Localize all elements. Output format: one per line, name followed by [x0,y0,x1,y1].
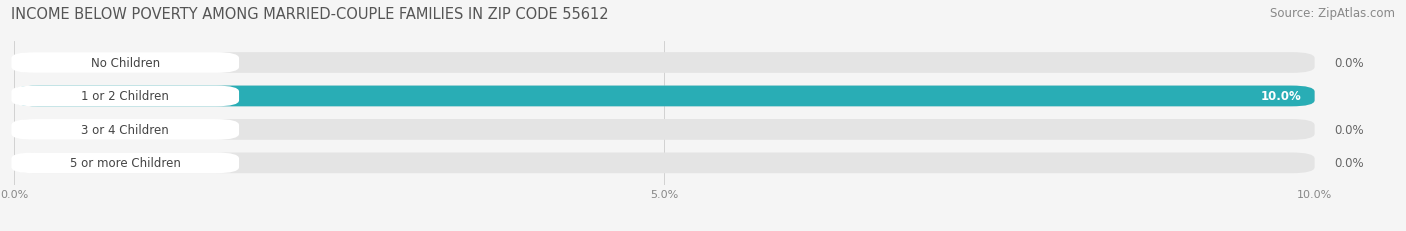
Text: No Children: No Children [91,57,160,70]
FancyBboxPatch shape [14,53,1315,73]
Text: INCOME BELOW POVERTY AMONG MARRIED-COUPLE FAMILIES IN ZIP CODE 55612: INCOME BELOW POVERTY AMONG MARRIED-COUPL… [11,7,609,22]
FancyBboxPatch shape [14,86,1315,107]
FancyBboxPatch shape [14,153,1315,173]
Text: Source: ZipAtlas.com: Source: ZipAtlas.com [1270,7,1395,20]
Text: 1 or 2 Children: 1 or 2 Children [82,90,169,103]
FancyBboxPatch shape [14,86,1315,107]
Text: 0.0%: 0.0% [1334,157,1364,170]
Text: 3 or 4 Children: 3 or 4 Children [82,123,169,136]
FancyBboxPatch shape [11,153,239,173]
FancyBboxPatch shape [11,86,239,107]
Text: 0.0%: 0.0% [1334,57,1364,70]
FancyBboxPatch shape [11,53,239,73]
FancyBboxPatch shape [14,119,1315,140]
Text: 5 or more Children: 5 or more Children [70,157,181,170]
Text: 0.0%: 0.0% [1334,123,1364,136]
Text: 10.0%: 10.0% [1261,90,1302,103]
FancyBboxPatch shape [11,119,239,140]
